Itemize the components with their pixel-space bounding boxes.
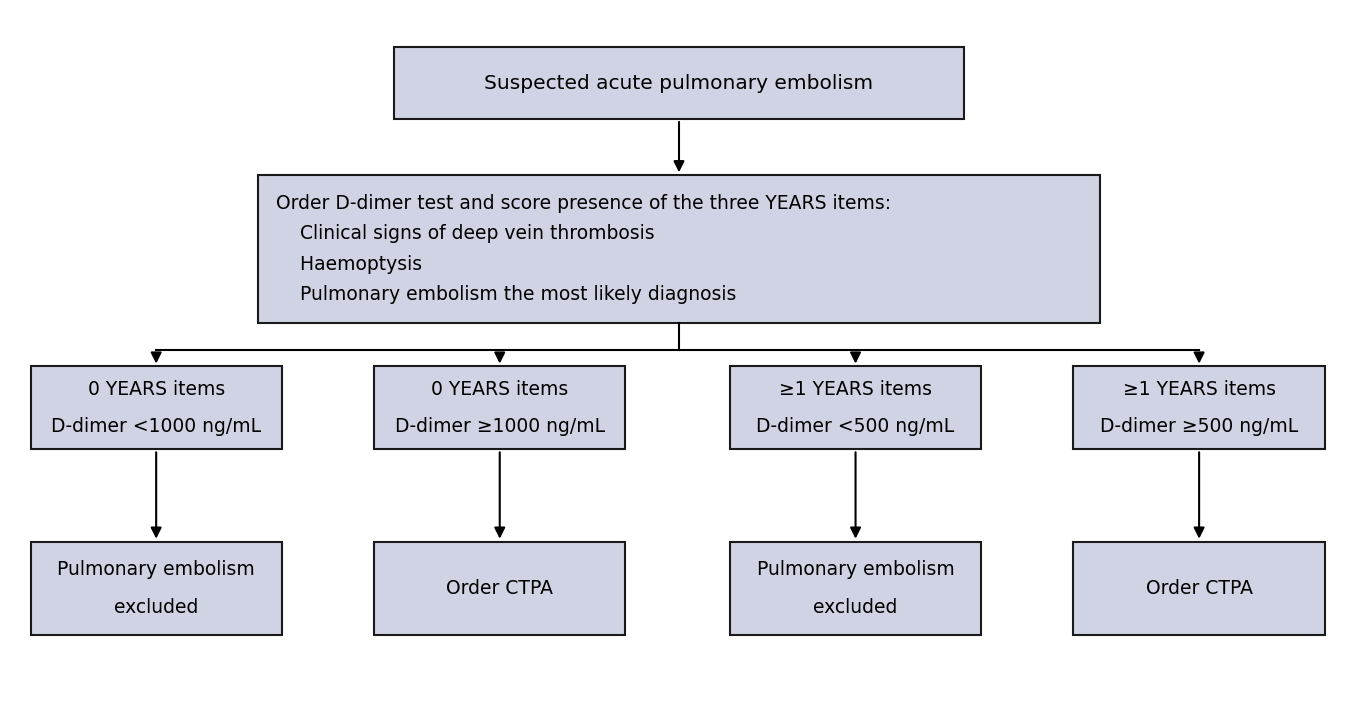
FancyBboxPatch shape [373,367,625,449]
Text: Clinical signs of deep vein thrombosis: Clinical signs of deep vein thrombosis [276,225,655,243]
Text: D-dimer <1000 ng/mL: D-dimer <1000 ng/mL [52,417,261,436]
Text: Haemoptysis: Haemoptysis [276,255,422,274]
FancyBboxPatch shape [373,542,625,635]
Text: 0 YEARS items: 0 YEARS items [430,380,569,399]
FancyBboxPatch shape [31,367,282,449]
Text: 0 YEARS items: 0 YEARS items [87,380,225,399]
Text: Order CTPA: Order CTPA [1146,579,1252,598]
Text: D-dimer ≥500 ng/mL: D-dimer ≥500 ng/mL [1100,417,1298,436]
Text: D-dimer ≥1000 ng/mL: D-dimer ≥1000 ng/mL [395,417,604,436]
Text: excluded: excluded [813,598,898,617]
FancyBboxPatch shape [731,367,980,449]
FancyBboxPatch shape [31,542,282,635]
FancyBboxPatch shape [1073,367,1325,449]
FancyBboxPatch shape [394,47,964,119]
Text: Pulmonary embolism: Pulmonary embolism [756,560,955,579]
Text: ≥1 YEARS items: ≥1 YEARS items [779,380,932,399]
FancyBboxPatch shape [258,175,1100,323]
Text: Pulmonary embolism the most likely diagnosis: Pulmonary embolism the most likely diagn… [276,285,736,304]
Text: Suspected acute pulmonary embolism: Suspected acute pulmonary embolism [485,74,873,92]
Text: excluded: excluded [114,598,198,617]
Text: ≥1 YEARS items: ≥1 YEARS items [1123,380,1275,399]
FancyBboxPatch shape [1073,542,1325,635]
Text: D-dimer <500 ng/mL: D-dimer <500 ng/mL [756,417,955,436]
Text: Order D-dimer test and score presence of the three YEARS items:: Order D-dimer test and score presence of… [276,194,891,213]
Text: Pulmonary embolism: Pulmonary embolism [57,560,255,579]
FancyBboxPatch shape [731,542,980,635]
Text: Order CTPA: Order CTPA [447,579,553,598]
